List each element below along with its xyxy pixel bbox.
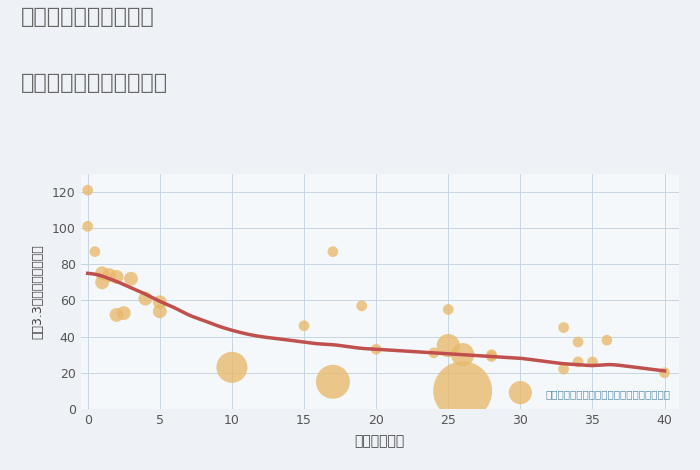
Point (486, 352, 497, 360)
Y-axis label: 坪（3.3㎡）単価（万円）: 坪（3.3㎡）単価（万円） (32, 244, 45, 339)
Point (104, 271, 115, 279)
Point (328, 378, 339, 385)
Point (442, 342, 454, 349)
Point (514, 389, 526, 396)
Point (97, 270, 108, 277)
Point (154, 307, 165, 315)
Point (328, 248, 339, 255)
Point (587, 358, 598, 366)
Point (659, 369, 670, 376)
Text: 円の大きさは、取引のあった物件面積を示す: 円の大きさは、取引のあった物件面積を示す (545, 390, 670, 400)
Point (457, 351, 468, 359)
Point (118, 309, 130, 317)
Text: 築年数別中古戸建て価格: 築年数別中古戸建て価格 (21, 73, 168, 93)
Point (82, 223, 93, 230)
Point (97, 279, 108, 286)
Point (558, 324, 569, 331)
Point (356, 302, 368, 310)
Point (601, 337, 612, 344)
Point (226, 364, 237, 371)
Point (90, 248, 101, 255)
Point (428, 349, 440, 357)
Point (82, 187, 93, 194)
Point (558, 365, 569, 373)
Text: 三重県鈴鹿市三畑町の: 三重県鈴鹿市三畑町の (21, 7, 155, 27)
Point (125, 275, 136, 282)
Point (573, 358, 584, 366)
Point (457, 387, 468, 395)
Point (111, 311, 122, 319)
Point (298, 322, 309, 329)
Point (573, 338, 584, 346)
Point (370, 345, 382, 353)
Point (111, 273, 122, 281)
X-axis label: 築年数（年）: 築年数（年） (355, 434, 405, 448)
Point (140, 295, 151, 302)
Point (154, 298, 165, 306)
Point (442, 306, 454, 313)
Point (486, 351, 497, 359)
